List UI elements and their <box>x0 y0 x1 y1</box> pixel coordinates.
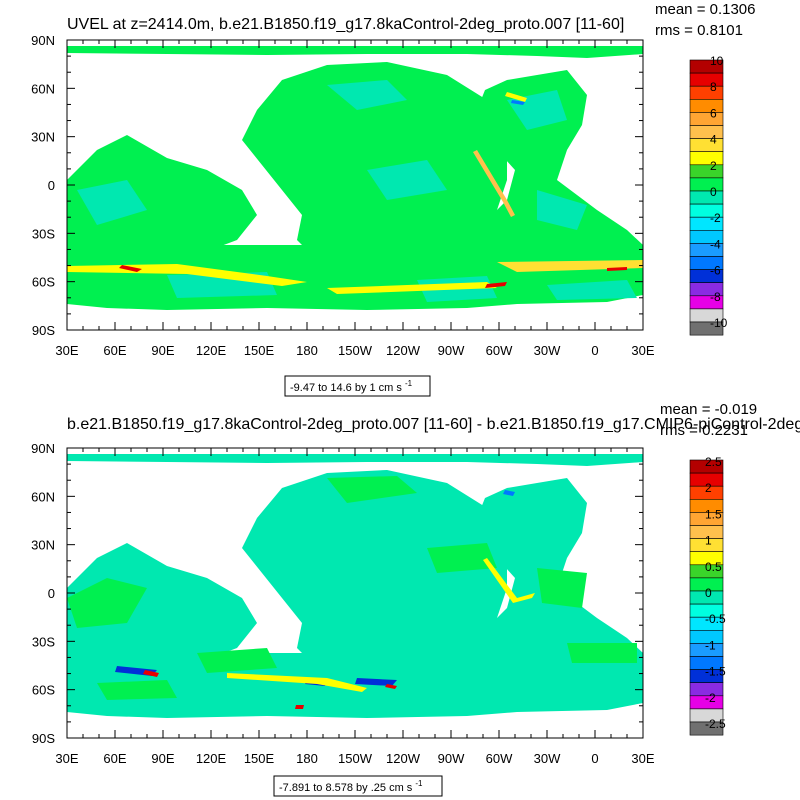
y-tick-label: 90N <box>31 441 55 456</box>
range-label: -7.891 to 8.578 by .25 cm s <box>279 782 413 794</box>
panel-bottom: b.e21.B1850.f19_g17.8kaControl-2deg_prot… <box>31 401 800 797</box>
colorbar-label: 10 <box>710 54 724 68</box>
colorbar-label: 4 <box>710 133 717 147</box>
y-tick-label: 60N <box>31 81 55 96</box>
range-label-box: -7.891 to 8.578 by .25 cm s -1 <box>273 775 443 797</box>
mean-stat: mean = -0.019 <box>660 401 757 418</box>
colorbar-label: -2 <box>705 691 716 705</box>
x-tick-label: 120E <box>196 751 227 766</box>
y-tick-label: 0 <box>48 178 55 193</box>
y-tick-label: 90S <box>32 323 55 338</box>
x-tick-label: 90E <box>151 343 174 358</box>
map-field <box>66 39 644 331</box>
x-tick-label: 0 <box>591 343 598 358</box>
x-tick-label: 90W <box>438 751 465 766</box>
colorbar-label: -2.5 <box>705 717 726 731</box>
y-tick-label: 0 <box>48 586 55 601</box>
x-tick-label: 0 <box>591 751 598 766</box>
y-tick-label: 30N <box>31 538 55 553</box>
colorbar-swatch <box>689 125 724 139</box>
colorbar-label: -1 <box>705 638 716 652</box>
x-tick-label: 180 <box>296 751 318 766</box>
colorbar-label: -6 <box>710 264 721 278</box>
colorbar-label: 2 <box>705 481 712 495</box>
x-tick-label: 30W <box>534 343 561 358</box>
mean-stat: mean = 0.1306 <box>655 1 756 18</box>
colorbar-label: 0 <box>705 586 712 600</box>
colorbar-swatch <box>689 72 724 87</box>
colorbar-label: -2 <box>710 211 721 225</box>
range-unit-exponent: -1 <box>415 779 423 788</box>
colorbar: 10 8 6 4 2 0 -2 -4 -6 -8 -10 <box>689 54 728 336</box>
x-tick-label: 90W <box>438 343 465 358</box>
panel-title: UVEL at z=2414.0m, b.e21.B1850.f19_g17.8… <box>67 16 624 33</box>
x-tick-label: 150W <box>338 751 373 766</box>
x-tick-label: 60W <box>486 343 513 358</box>
colorbar-swatch <box>689 164 724 179</box>
y-tick-label: 90S <box>32 731 55 746</box>
y-tick-label: 90N <box>31 33 55 48</box>
svg-text:-9.47 to 14.6 by 1 cm s: -9.47 to 14.6 by 1 cm s -1 <box>290 379 413 394</box>
colorbar-label: 1 <box>705 534 712 548</box>
x-tick-label: 120W <box>386 343 421 358</box>
colorbar-swatch <box>689 99 724 113</box>
colorbar-swatch <box>689 151 724 166</box>
x-tick-label: 30E <box>55 343 78 358</box>
x-tick-label: 60E <box>103 751 126 766</box>
y-axis: 90N 60N 30N 0 30S 60S 90S <box>31 33 643 338</box>
panel-top: UVEL at z=2414.0m, b.e21.B1850.f19_g17.8… <box>31 1 756 397</box>
colorbar-label: -1.5 <box>705 665 726 679</box>
y-tick-label: 60S <box>32 275 55 290</box>
range-unit-exponent: -1 <box>405 379 413 388</box>
colorbar-label: 2 <box>710 159 717 173</box>
colorbar-label: 0 <box>710 185 717 199</box>
colorbar-swatch <box>689 190 724 205</box>
y-tick-label: 30N <box>31 130 55 145</box>
map-field <box>66 447 644 739</box>
x-tick-label: 150E <box>244 343 275 358</box>
y-tick-label: 30S <box>32 226 55 241</box>
colorbar-label: 8 <box>710 80 717 94</box>
colorbar-swatch <box>689 138 724 153</box>
colorbar-label: 1.5 <box>705 507 722 521</box>
x-tick-label: 60E <box>103 343 126 358</box>
x-tick-label: 180 <box>296 343 318 358</box>
colorbar-label: -0.5 <box>705 612 726 626</box>
x-axis: 30E 60E 90E 120E 150E 180 150W 120W 90W 60W 30W 0 30… <box>55 40 655 358</box>
x-tick-label: 150W <box>338 343 373 358</box>
colorbar-label: -10 <box>710 316 728 330</box>
x-tick-label: 150E <box>244 751 275 766</box>
colorbar-swatch <box>689 177 724 192</box>
range-label: -9.47 to 14.6 by 1 cm s <box>290 382 402 394</box>
x-axis: 30E 60E 90E 120E 150E 180 150W 120W 90W 60W 30W 0 30… <box>55 448 655 766</box>
colorbar-swatch <box>689 112 724 126</box>
colorbar-swatch <box>689 721 724 736</box>
rms-stat: rms = 0.2231 <box>660 422 748 439</box>
colorbar-label: 6 <box>710 106 717 120</box>
x-tick-label: 120E <box>196 343 227 358</box>
x-tick-label: 30E <box>55 751 78 766</box>
x-tick-label: 120W <box>386 751 421 766</box>
x-tick-label: 30W <box>534 751 561 766</box>
colorbar-swatch <box>689 85 724 100</box>
colorbar-label: -4 <box>710 237 721 251</box>
x-tick-label: 30E <box>631 343 654 358</box>
y-tick-label: 60N <box>31 489 55 504</box>
y-tick-label: 60S <box>32 683 55 698</box>
colorbar-label: -8 <box>710 290 721 304</box>
x-tick-label: 60W <box>486 751 513 766</box>
panel-title: b.e21.B1850.f19_g17.8kaControl-2deg_prot… <box>67 416 800 433</box>
colorbar-label: 2.5 <box>705 455 722 469</box>
y-axis: 90N 60N 30N 0 30S 60S 90S <box>31 441 643 746</box>
y-tick-label: 30S <box>32 634 55 649</box>
svg-text:-7.891 to 8.578 by .25 cm s: -7.891 to 8.578 by .25 cm s -1 <box>279 779 423 794</box>
colorbar-label: 0.5 <box>705 560 722 574</box>
rms-stat: rms = 0.8101 <box>655 22 743 39</box>
colorbar: 2.5 2 1.5 1 0.5 0 -0.5 -1 -1.5 -2 -2.5 <box>689 455 726 736</box>
x-tick-label: 30E <box>631 751 654 766</box>
colorbar-swatch <box>689 321 724 336</box>
x-tick-label: 90E <box>151 751 174 766</box>
range-label-box: -9.47 to 14.6 by 1 cm s -1 <box>284 375 431 397</box>
